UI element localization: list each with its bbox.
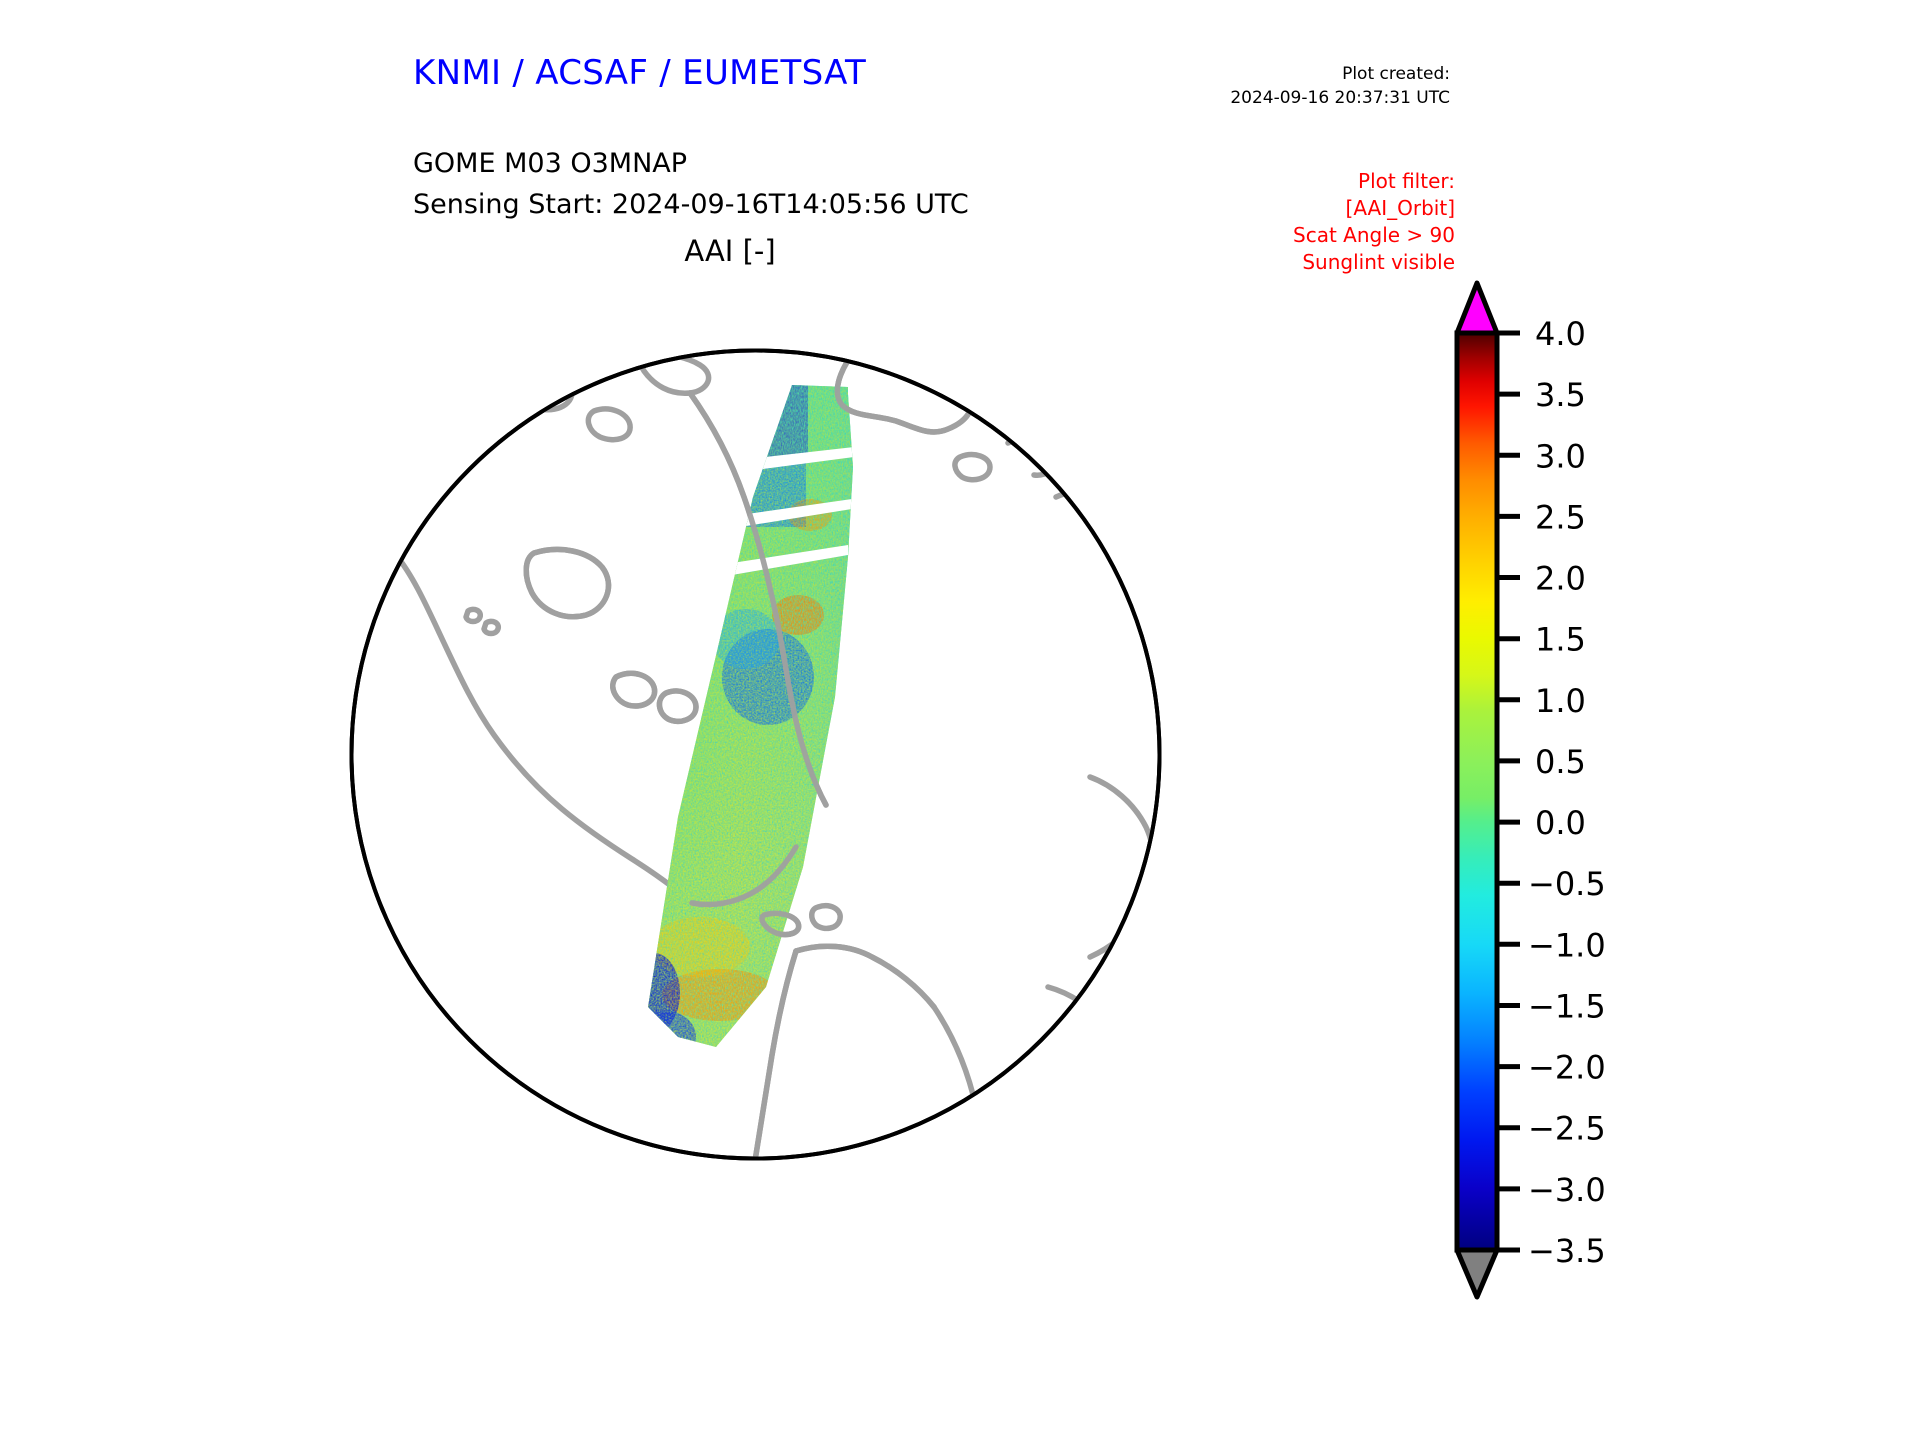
plot-filter-block: Plot filter: [AAI_Orbit] Scat Angle > 90… [1293, 168, 1455, 276]
colorbar-tick-label-4: 2.0 [1535, 560, 1586, 598]
colorbar-under-range-arrow [1454, 1247, 1500, 1300]
colorbar-tick-label-2: 3.0 [1535, 437, 1586, 475]
colorbar-tick-label-6: 1.0 [1535, 682, 1586, 720]
colorbar-ticks [1497, 330, 1520, 1253]
plot-created-timestamp: 2024-09-16 20:37:31 UTC [1230, 88, 1450, 108]
colorbar-gradient [1454, 330, 1500, 1253]
plot-filter-title: Plot filter: [1358, 169, 1455, 193]
organisation-title: KNMI / ACSAF / EUMETSAT [413, 53, 867, 93]
plot-filter-line-1: Scat Angle > 90 [1293, 223, 1455, 247]
plot-created-block: Plot created: 2024-09-16 20:37:31 UTC [1230, 62, 1450, 110]
colorbar-tick-label-13: −2.5 [1528, 1110, 1606, 1148]
colorbar-tick-label-7: 0.5 [1535, 743, 1586, 781]
colorbar-tick-label-0: 4.0 [1535, 315, 1586, 353]
colorbar-tick-label-11: −1.5 [1528, 988, 1606, 1026]
colorbar-over-range-arrow [1454, 280, 1500, 336]
colorbar-tick-label-12: −2.0 [1528, 1049, 1606, 1087]
colorbar-tick-label-10: −1.0 [1528, 926, 1606, 964]
colorbar-tick-label-1: 3.5 [1535, 376, 1586, 414]
orthographic-globe [349, 348, 1162, 1161]
colorbar-tick-label-8: 0.0 [1535, 804, 1586, 842]
globe-limb [349, 348, 1162, 1161]
plot-filter-line-0: [AAI_Orbit] [1345, 196, 1455, 220]
colorbar-tick-labels: 4.0 3.5 3.0 2.5 2.0 1.5 1.0 0.5 0.0 −0.5… [1528, 315, 1606, 1270]
colorbar-tick-label-9: −0.5 [1528, 865, 1606, 903]
plot-created-label: Plot created: [1342, 64, 1450, 84]
colorbar-tick-label-14: −3.0 [1528, 1171, 1606, 1209]
map-container [348, 347, 1163, 1162]
colorbar-tick-label-3: 2.5 [1535, 498, 1586, 536]
colorbar-tick-label-15: −3.5 [1528, 1232, 1606, 1270]
product-info-block: GOME M03 O3MNAP Sensing Start: 2024-09-1… [413, 143, 969, 225]
plot-filter-line-2: Sunglint visible [1302, 250, 1455, 274]
colorbar-container: 4.0 3.5 3.0 2.5 2.0 1.5 1.0 0.5 0.0 −0.5… [1440, 275, 1740, 1305]
colorbar-tick-label-5: 1.5 [1535, 621, 1586, 659]
product-name: GOME M03 O3MNAP [413, 148, 688, 179]
sensing-start: Sensing Start: 2024-09-16T14:05:56 UTC [413, 189, 969, 220]
colorbar: 4.0 3.5 3.0 2.5 2.0 1.5 1.0 0.5 0.0 −0.5… [1454, 280, 1606, 1300]
variable-title: AAI [-] [684, 234, 776, 268]
